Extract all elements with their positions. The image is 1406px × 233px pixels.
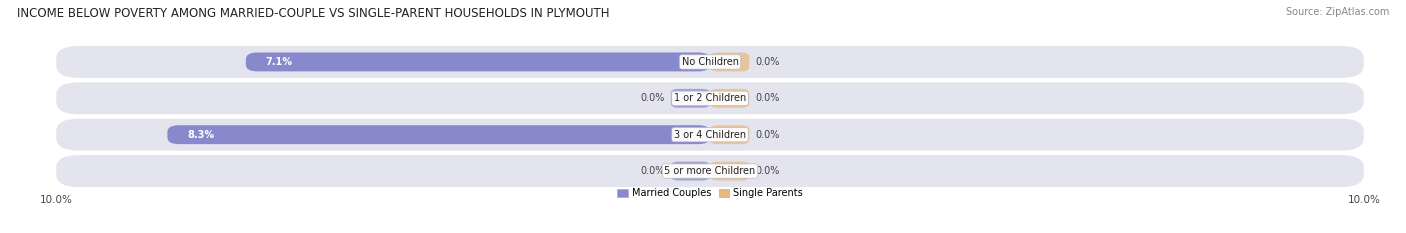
FancyBboxPatch shape	[710, 125, 749, 144]
FancyBboxPatch shape	[56, 82, 1364, 114]
FancyBboxPatch shape	[671, 162, 710, 181]
Text: 3 or 4 Children: 3 or 4 Children	[673, 130, 747, 140]
Text: 5 or more Children: 5 or more Children	[665, 166, 755, 176]
Text: 8.3%: 8.3%	[187, 130, 214, 140]
Text: 0.0%: 0.0%	[756, 93, 780, 103]
FancyBboxPatch shape	[56, 46, 1364, 78]
Text: 0.0%: 0.0%	[756, 130, 780, 140]
FancyBboxPatch shape	[167, 125, 710, 144]
Text: Source: ZipAtlas.com: Source: ZipAtlas.com	[1285, 7, 1389, 17]
Text: 7.1%: 7.1%	[266, 57, 292, 67]
FancyBboxPatch shape	[56, 155, 1364, 187]
Text: 0.0%: 0.0%	[640, 93, 664, 103]
Text: 1 or 2 Children: 1 or 2 Children	[673, 93, 747, 103]
Text: 0.0%: 0.0%	[756, 57, 780, 67]
Text: INCOME BELOW POVERTY AMONG MARRIED-COUPLE VS SINGLE-PARENT HOUSEHOLDS IN PLYMOUT: INCOME BELOW POVERTY AMONG MARRIED-COUPL…	[17, 7, 609, 20]
FancyBboxPatch shape	[710, 162, 749, 181]
Text: No Children: No Children	[682, 57, 738, 67]
FancyBboxPatch shape	[671, 89, 710, 108]
FancyBboxPatch shape	[56, 119, 1364, 151]
Text: 0.0%: 0.0%	[640, 166, 664, 176]
FancyBboxPatch shape	[710, 52, 749, 71]
FancyBboxPatch shape	[246, 52, 710, 71]
Legend: Married Couples, Single Parents: Married Couples, Single Parents	[617, 188, 803, 198]
FancyBboxPatch shape	[710, 89, 749, 108]
Text: 0.0%: 0.0%	[756, 166, 780, 176]
